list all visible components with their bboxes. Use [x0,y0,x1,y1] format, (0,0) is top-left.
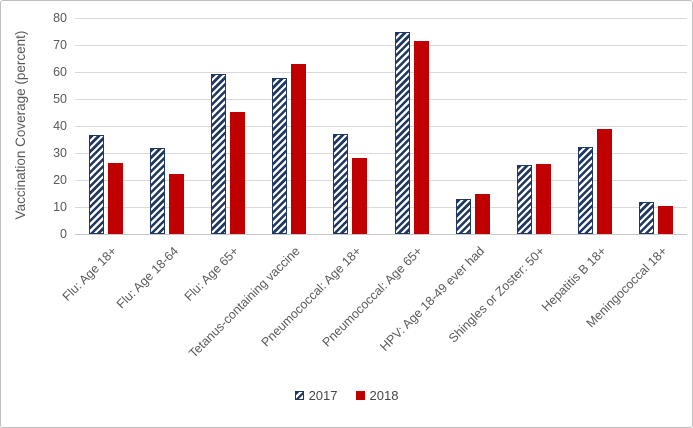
bar-2017-category-9 [578,146,594,234]
bar-2017-category-8 [517,165,532,234]
gridline-y-70 [75,45,687,46]
bar-2017-category-7 [455,199,471,234]
bar-2018-category-5 [352,157,368,234]
y-axis-tick-label: 30 [53,146,67,160]
bar-2018-category-7 [474,193,490,234]
legend-swatch-2018-solid [355,391,365,400]
chart-legend: 2017 2018 [1,388,692,403]
gridline-y-80 [75,18,687,19]
bar-2017-category-1 [88,134,104,234]
x-axis-label: Flu: Age 18-64 [113,244,181,312]
legend-label-2018: 2018 [369,388,399,403]
bar-2018-category-2 [168,173,184,234]
x-axis-line [75,234,687,235]
x-axis-label: Pneumococcal: Age 18+ [258,244,365,350]
y-axis-tick-label: 20 [53,173,67,187]
y-axis-tick-label: 50 [53,92,67,106]
y-axis-tick-label: 70 [53,38,67,52]
x-axis-label: HPV: Age 18-49 ever had [376,244,487,354]
x-axis-label: Flu: Age 18+ [59,244,120,304]
x-axis-label: Flu: Age 65+ [182,244,242,304]
y-axis-tick-label: 60 [53,65,67,79]
gridline-y-50 [75,99,687,100]
bar-2018-category-4 [291,64,307,234]
x-axis-label: Pneumococcal: Age 65+ [320,244,426,350]
y-axis-tick-label: 10 [53,200,67,214]
y-axis-tick-label: 80 [53,11,67,25]
bar-2017-category-3 [211,73,226,234]
gridline-y-60 [75,72,687,73]
y-axis-tick-label: 40 [53,119,67,133]
x-axis-label: Tetanus-containing vaccine [186,244,304,361]
bar-2018-category-6 [413,40,429,234]
bar-2018-category-8 [536,164,551,234]
bar-2017-category-6 [394,32,410,234]
legend-item-2018: 2018 [355,388,399,403]
legend-label-2017: 2017 [308,388,338,403]
legend-item-2017: 2017 [294,388,338,403]
gridline-y-40 [75,126,687,127]
y-axis-tick-label: 0 [60,227,67,241]
bar-2018-category-10 [658,206,674,234]
legend-swatch-2017-hatched [294,391,304,400]
gridline-y-20 [75,180,687,181]
bar-2017-category-10 [639,202,655,234]
gridline-y-10 [75,207,687,208]
bar-2018-category-9 [597,129,613,234]
bar-2017-category-2 [149,148,165,234]
bar-2017-category-4 [272,78,288,234]
gridline-y-30 [75,153,687,154]
bar-2017-category-5 [333,134,349,234]
bar-2018-category-1 [107,162,123,234]
bar-2018-category-3 [230,111,245,234]
